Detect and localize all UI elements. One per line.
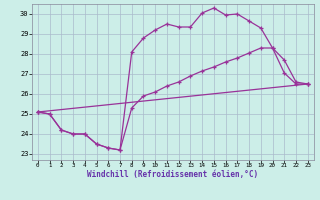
X-axis label: Windchill (Refroidissement éolien,°C): Windchill (Refroidissement éolien,°C) [87, 170, 258, 179]
